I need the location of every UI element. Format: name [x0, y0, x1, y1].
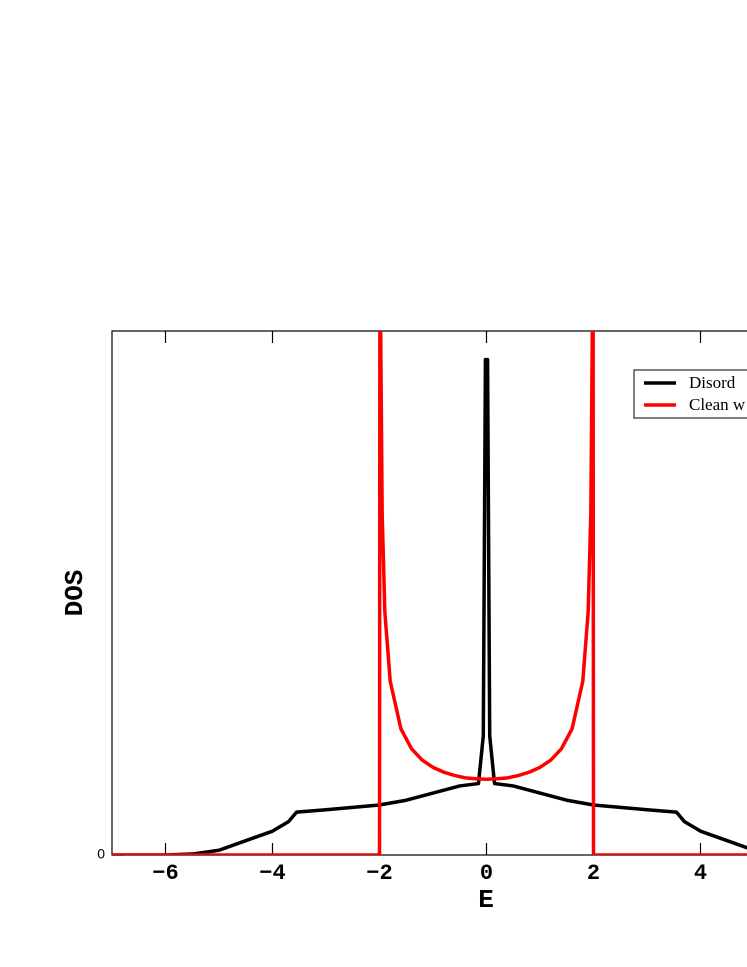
plot-area: [112, 331, 747, 855]
legend-box: [633, 369, 747, 419]
y-tick-label: 0: [97, 846, 105, 862]
x-tick-label: 4: [694, 861, 707, 886]
legend-label: Clean w: [689, 395, 746, 414]
series-line: [112, 357, 747, 855]
x-tick-label: −6: [152, 861, 178, 886]
series-line: [112, 331, 747, 855]
x-tick-label: −2: [366, 861, 392, 886]
x-tick-label: 0: [480, 861, 493, 886]
legend-label: Disord: [689, 373, 736, 392]
y-axis-title: DOS: [60, 570, 90, 617]
x-tick-label: −4: [259, 861, 285, 886]
x-axis-title: E: [478, 885, 494, 915]
x-tick-label: 2: [587, 861, 600, 886]
